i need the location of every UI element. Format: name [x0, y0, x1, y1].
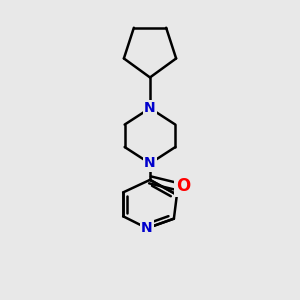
Text: N: N — [144, 101, 156, 115]
Text: N: N — [141, 221, 153, 235]
Text: N: N — [144, 156, 156, 170]
Text: O: O — [176, 177, 190, 195]
